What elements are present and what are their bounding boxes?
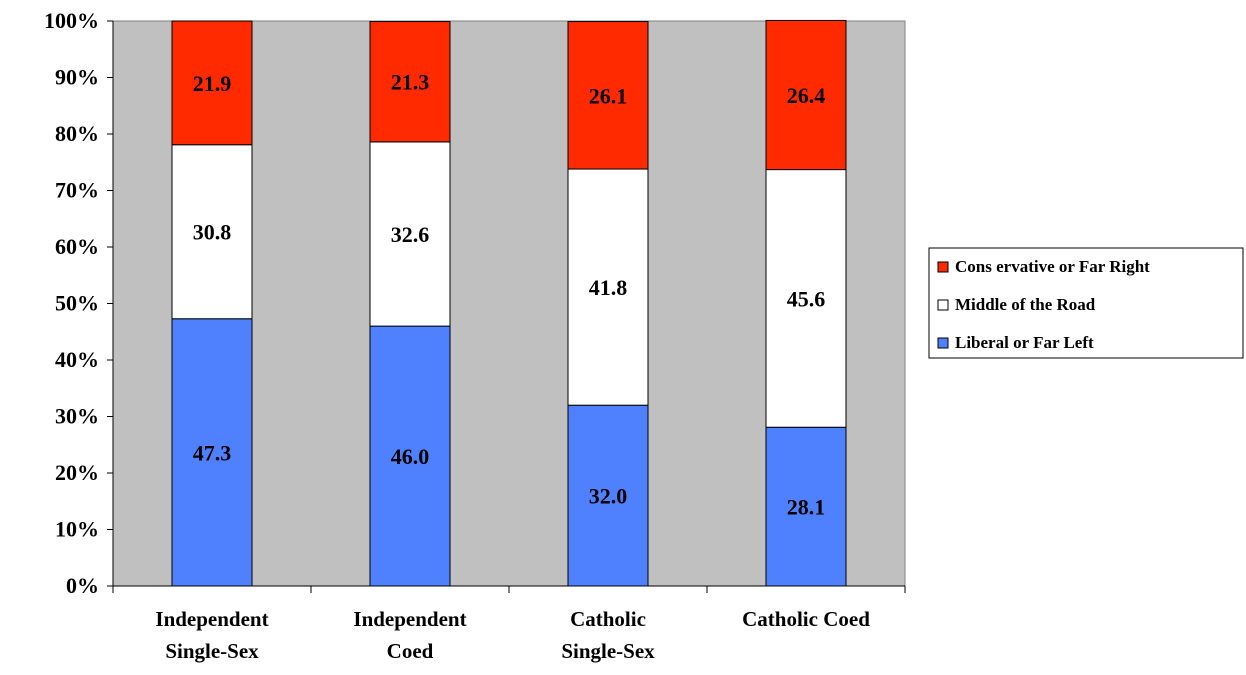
y-tick-label: 90% (55, 65, 99, 90)
data-label: 46.0 (391, 444, 430, 469)
legend-label: Middle of the Road (955, 295, 1096, 314)
data-label: 47.3 (193, 440, 232, 465)
y-tick-label: 50% (55, 291, 99, 316)
legend-label: Cons ervative or Far Right (955, 257, 1150, 276)
legend-swatch (937, 299, 949, 311)
x-category-label: Catholic Coed (742, 607, 870, 631)
bar-segment (567, 404, 649, 587)
data-label: 45.6 (787, 286, 826, 311)
bar-segment (369, 325, 451, 587)
x-category-label: Catholic (570, 607, 646, 631)
y-tick-label: 60% (55, 234, 99, 259)
x-category-label: Coed (387, 639, 434, 663)
data-label: 21.9 (193, 71, 232, 96)
data-label: 21.3 (391, 70, 430, 95)
legend-box (928, 247, 1244, 359)
x-category-label: Independent (155, 607, 268, 631)
y-tick-label: 80% (55, 121, 99, 146)
data-label: 26.1 (589, 83, 628, 108)
data-label: 26.4 (787, 83, 826, 108)
legend-swatch (937, 337, 949, 349)
y-tick-label: 20% (55, 460, 99, 485)
bar-segment (567, 168, 649, 406)
bar-segment (171, 20, 253, 146)
y-tick-label: 40% (55, 347, 99, 372)
bar-segment (765, 19, 847, 171)
x-category-label: Single-Sex (561, 639, 655, 663)
data-label: 41.8 (589, 275, 628, 300)
y-tick-label: 70% (55, 178, 99, 203)
bar-segment (765, 426, 847, 587)
legend-label: Liberal or Far Left (955, 333, 1094, 352)
bar-segment (369, 21, 451, 143)
data-label: 30.8 (193, 220, 232, 245)
legend-swatch (937, 261, 949, 273)
data-label: 32.0 (589, 484, 628, 509)
y-tick-label: 10% (55, 517, 99, 542)
y-tick-label: 0% (66, 573, 99, 598)
data-label: 32.6 (391, 222, 430, 247)
bar-segment (567, 21, 649, 170)
y-tick-label: 30% (55, 404, 99, 429)
data-label: 28.1 (787, 495, 826, 520)
bar-segment (765, 169, 847, 428)
x-category-label: Independent (353, 607, 466, 631)
bar-segment (369, 141, 451, 327)
y-tick-label: 100% (44, 8, 99, 33)
x-category-label: Single-Sex (165, 639, 259, 663)
